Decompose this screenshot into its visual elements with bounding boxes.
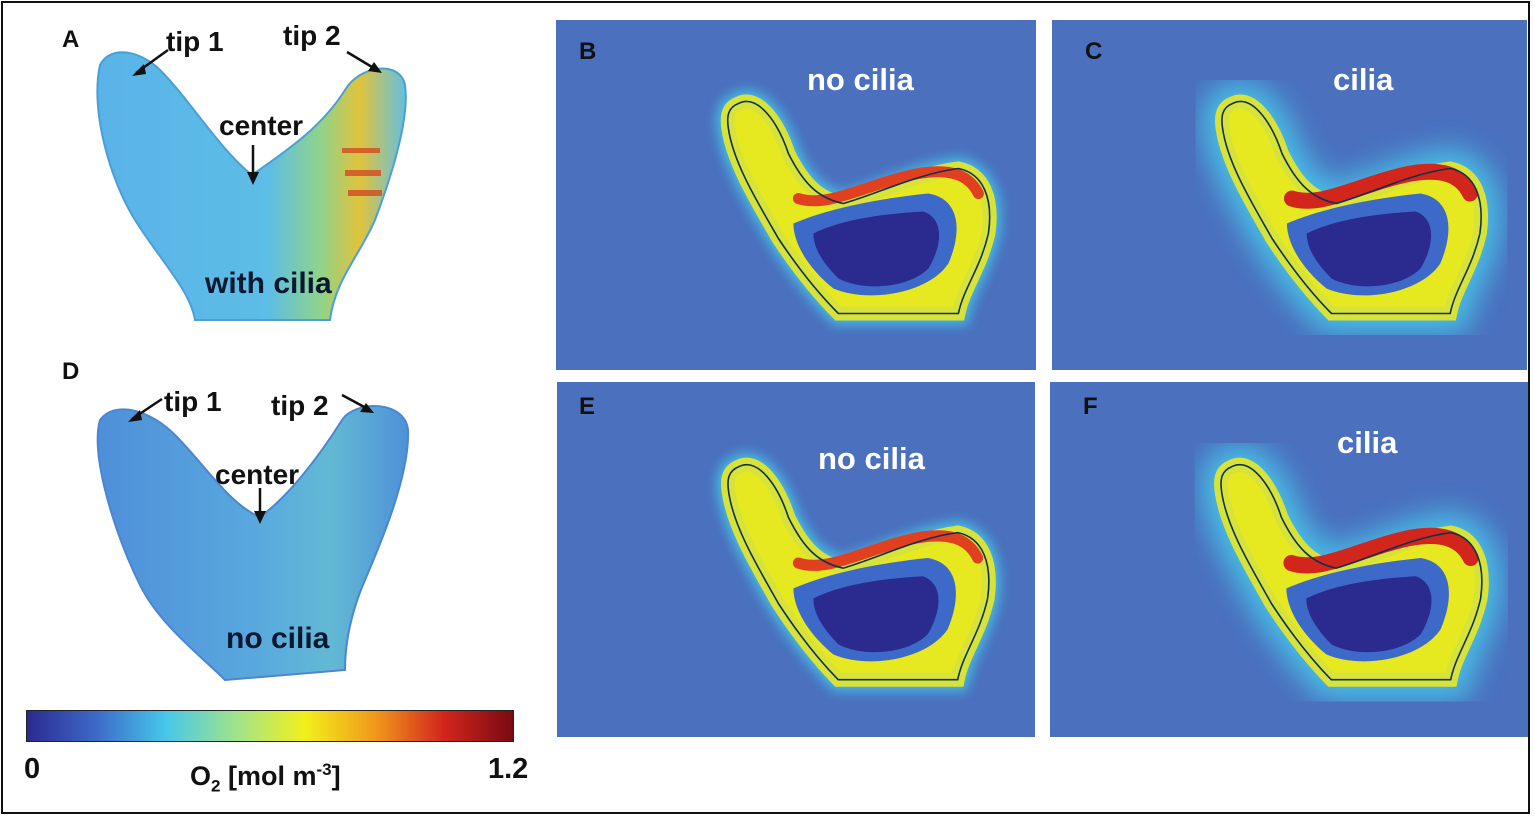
- bronchus-shape-a: [96, 51, 407, 321]
- low-o2-core: [1306, 576, 1432, 653]
- panel-a-arrows: [132, 48, 382, 185]
- panel-letter-b: B: [579, 38, 597, 65]
- label-condition-b: no cilia: [807, 62, 914, 97]
- high-o2-band: [792, 166, 984, 207]
- label-tip2-a: tip 2: [283, 20, 341, 51]
- low-o2-core: [1306, 211, 1432, 287]
- airway-wall-outline: [1220, 464, 1483, 681]
- label-condition-f: cilia: [1337, 425, 1398, 460]
- label-center-d: center: [215, 459, 300, 490]
- label-tip1-d: tip 1: [164, 386, 222, 417]
- panel-d-arrows: [128, 393, 374, 524]
- label-condition-d: no cilia: [226, 622, 330, 655]
- colorbar-min-label: 0: [24, 753, 41, 785]
- panel-c: [1052, 20, 1527, 370]
- panel-d-surface: [96, 405, 410, 682]
- panel-letter-a: A: [62, 26, 80, 53]
- panel-letter-f: F: [1083, 393, 1098, 420]
- airway-wall-outline: [1221, 100, 1482, 315]
- panel-e: [557, 382, 1035, 737]
- high-o2-band: [792, 530, 984, 571]
- label-center-a: center: [219, 110, 304, 141]
- high-o2-band: [1283, 163, 1478, 209]
- label-condition-c: cilia: [1333, 62, 1394, 97]
- colorbar: [26, 710, 514, 742]
- label-condition-a: with cilia: [205, 267, 332, 300]
- low-o2-core: [813, 576, 939, 653]
- colorbar-max-label: 1.2: [488, 753, 529, 785]
- label-tip2-d: tip 2: [271, 390, 329, 421]
- colorbar-title: O2 [mol m-3]: [190, 760, 341, 796]
- bronchus-shape-d: [96, 405, 410, 682]
- high-o2-band: [1283, 527, 1479, 574]
- label-condition-e: no cilia: [818, 441, 925, 476]
- colorbar-gradient: [26, 710, 514, 742]
- panel-letter-c: C: [1085, 38, 1103, 65]
- panel-letter-d: D: [62, 358, 80, 385]
- airway-wall-outline: [726, 100, 991, 315]
- label-tip1-a: tip 1: [166, 26, 224, 57]
- panel-b: [556, 20, 1036, 370]
- airway-wall-outline: [727, 464, 990, 681]
- panel-letter-e: E: [579, 393, 596, 420]
- panel-a-surface: [96, 51, 407, 321]
- low-o2-core: [813, 211, 940, 287]
- panel-f: [1050, 382, 1528, 737]
